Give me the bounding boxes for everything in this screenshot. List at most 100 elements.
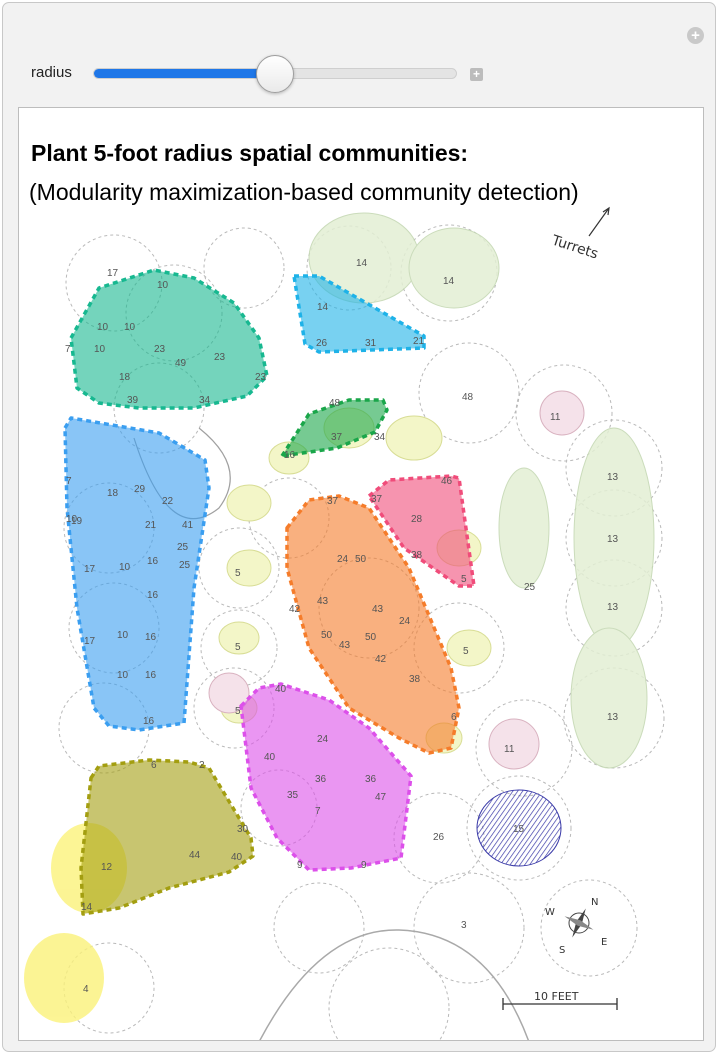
plan-label: 5 bbox=[235, 642, 241, 653]
community-pink bbox=[367, 474, 476, 588]
node-label: 18 bbox=[119, 372, 131, 383]
plan-label: 15 bbox=[513, 824, 525, 835]
node-label: 7 bbox=[66, 476, 72, 487]
node-label: 16 bbox=[145, 670, 157, 681]
node-label: 14 bbox=[81, 902, 93, 913]
compass-rose: N E S W bbox=[545, 897, 607, 956]
node-label: 29 bbox=[134, 484, 146, 495]
scale-label: 10 FEET bbox=[534, 990, 579, 1003]
node-label: 18 bbox=[107, 488, 119, 499]
node-label: 24 bbox=[317, 734, 329, 745]
node-label: 16 bbox=[147, 556, 159, 567]
output-figure: 10 10 10 23 49 23 18 39 34 10 17 7 23 14… bbox=[18, 107, 704, 1041]
plan-label: 11 bbox=[504, 744, 515, 755]
compass-s: S bbox=[559, 945, 565, 956]
node-label: 16 bbox=[145, 632, 157, 643]
node-label: 42 bbox=[375, 654, 387, 665]
node-label: 16 bbox=[284, 450, 296, 461]
node-label: 2 bbox=[199, 760, 205, 771]
path-arc bbox=[259, 929, 530, 1040]
figure-subtitle: (Modularity maximization-based community… bbox=[29, 179, 579, 205]
node-label: 37 bbox=[331, 432, 343, 443]
node-label: 10 bbox=[157, 280, 169, 291]
slider-thumb[interactable] bbox=[256, 55, 294, 93]
community-olive bbox=[79, 758, 255, 916]
plan-label: 14 bbox=[356, 258, 368, 269]
community-orange bbox=[285, 494, 461, 755]
node-label: 22 bbox=[162, 496, 174, 507]
node-label: 17 bbox=[84, 636, 96, 647]
plan-label: 14 bbox=[443, 276, 455, 287]
radius-slider[interactable] bbox=[93, 55, 457, 93]
node-label: 31 bbox=[365, 338, 377, 349]
node-label: 50 bbox=[365, 632, 377, 643]
plan-label: 4 bbox=[83, 984, 89, 995]
plan-label: 13 bbox=[607, 472, 619, 483]
node-label: 10 bbox=[124, 322, 136, 333]
node-label: 39 bbox=[127, 395, 139, 406]
plan-label: 3 bbox=[461, 920, 467, 931]
compass-n: N bbox=[591, 897, 598, 908]
node-label: 26 bbox=[316, 338, 328, 349]
node-label: 36 bbox=[315, 774, 327, 785]
slider-expand-icon[interactable]: + bbox=[470, 68, 483, 81]
node-label: 25 bbox=[177, 542, 189, 553]
node-label: 5 bbox=[461, 574, 467, 585]
node-label: 47 bbox=[375, 792, 387, 803]
node-label: 9 bbox=[297, 860, 303, 871]
node-label: 23 bbox=[154, 344, 166, 355]
node-label: 34 bbox=[374, 432, 386, 443]
plan-labels: 14 14 48 11 13 13 25 13 13 11 15 26 3 4 … bbox=[83, 258, 619, 995]
node-label: 49 bbox=[175, 358, 187, 369]
community-blue bbox=[63, 416, 211, 732]
node-label: 44 bbox=[189, 850, 201, 861]
options-plus-icon[interactable]: + bbox=[687, 27, 704, 44]
node-label: 23 bbox=[255, 372, 267, 383]
node-label: 19 bbox=[71, 516, 83, 527]
node-label: 24 bbox=[337, 554, 349, 565]
plan-label: 26 bbox=[433, 832, 445, 843]
node-label: 42 bbox=[289, 604, 301, 615]
pink-shrubs bbox=[208, 390, 585, 770]
community-green bbox=[280, 398, 389, 458]
plan-label: 13 bbox=[607, 534, 619, 545]
node-label: 24 bbox=[399, 616, 411, 627]
community-node-labels: 10 10 10 23 49 23 18 39 34 10 17 7 23 14… bbox=[65, 268, 467, 913]
turrets-label: Turrets bbox=[549, 232, 600, 262]
node-label: 10 bbox=[66, 514, 78, 525]
community-cyan bbox=[292, 274, 426, 354]
shrub-sketches bbox=[308, 212, 655, 769]
node-label: 17 bbox=[84, 564, 96, 575]
plan-label: 5 bbox=[235, 706, 241, 717]
scale-bar: 10 FEET bbox=[502, 990, 618, 1010]
node-label: 9 bbox=[361, 860, 367, 871]
node-label: 21 bbox=[145, 520, 157, 531]
garden-plan-map: 10 10 10 23 49 23 18 39 34 10 17 7 23 14… bbox=[24, 206, 665, 1040]
node-label: 10 bbox=[117, 670, 129, 681]
node-label: 23 bbox=[214, 352, 226, 363]
node-label: 40 bbox=[275, 684, 287, 695]
slider-fill bbox=[94, 69, 275, 78]
hatched-plant bbox=[476, 789, 562, 867]
node-label: 21 bbox=[413, 336, 425, 347]
turrets-annotation: Turrets bbox=[549, 206, 610, 263]
node-label: 43 bbox=[317, 596, 329, 607]
node-label: 28 bbox=[411, 514, 423, 525]
node-label: 37 bbox=[371, 494, 383, 505]
plan-label: 25 bbox=[524, 582, 536, 593]
node-label: 50 bbox=[321, 630, 333, 641]
node-label: 40 bbox=[264, 752, 276, 763]
node-label: 46 bbox=[441, 476, 453, 487]
community-magenta bbox=[239, 682, 413, 872]
node-label: 7 bbox=[65, 344, 71, 355]
node-label: 50 bbox=[355, 554, 367, 565]
node-label: 41 bbox=[182, 520, 194, 531]
plan-label: 5 bbox=[235, 568, 241, 579]
node-label: 14 bbox=[317, 302, 329, 313]
plan-label: 48 bbox=[462, 392, 474, 403]
community-hulls bbox=[63, 268, 476, 916]
node-label: 38 bbox=[409, 674, 421, 685]
node-label: 12 bbox=[101, 862, 113, 873]
node-label: 16 bbox=[147, 590, 159, 601]
node-label: 17 bbox=[107, 268, 119, 279]
